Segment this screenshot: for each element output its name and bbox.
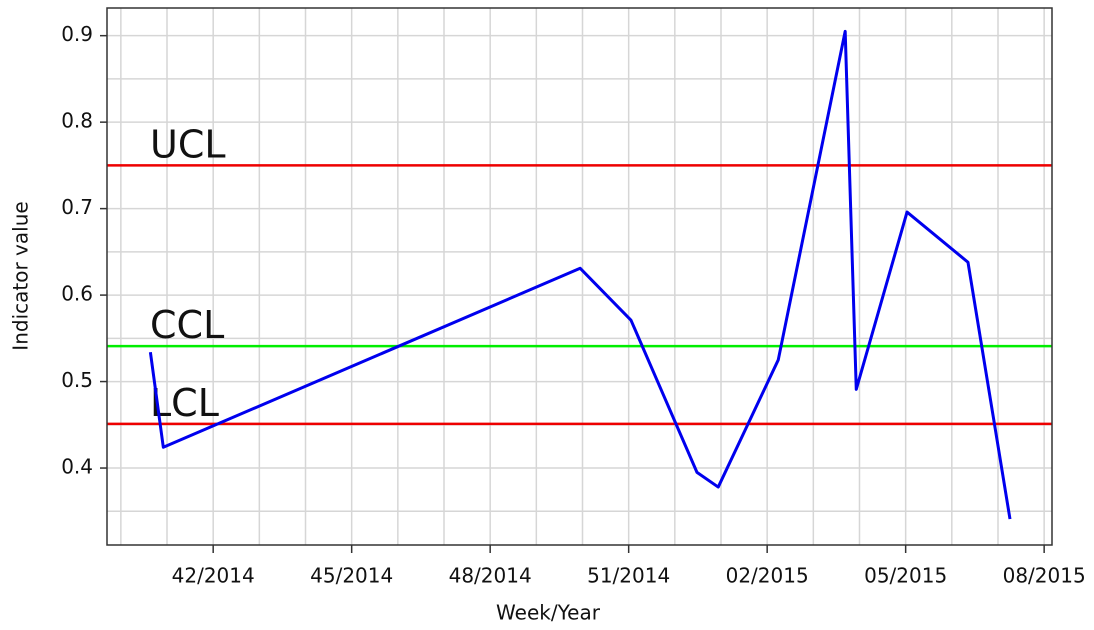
data-line xyxy=(148,29,1012,520)
y-tick-label: 0.4 xyxy=(61,455,93,479)
control-label: CCL xyxy=(150,303,224,347)
y-tick-label: 0.7 xyxy=(61,195,93,219)
control-label: UCL xyxy=(150,122,226,166)
x-tick-label: 08/2015 xyxy=(1003,564,1086,588)
x-axis-label: Week/Year xyxy=(496,601,601,625)
x-tick-label: 05/2015 xyxy=(864,564,947,588)
x-tick-label: 02/2015 xyxy=(726,564,809,588)
plot-frame xyxy=(106,7,1053,546)
y-axis-label: Indicator value xyxy=(9,201,33,350)
control-label: LCL xyxy=(150,381,219,425)
y-tick-label: 0.6 xyxy=(61,282,93,306)
x-tick-label: 45/2014 xyxy=(310,564,393,588)
y-tick-label: 0.9 xyxy=(61,22,93,46)
y-tick-label: 0.8 xyxy=(61,109,93,133)
x-tick-label: 48/2014 xyxy=(449,564,532,588)
x-tick-label: 51/2014 xyxy=(587,564,670,588)
y-tick-label: 0.5 xyxy=(61,368,93,392)
x-tick-label: 42/2014 xyxy=(172,564,255,588)
